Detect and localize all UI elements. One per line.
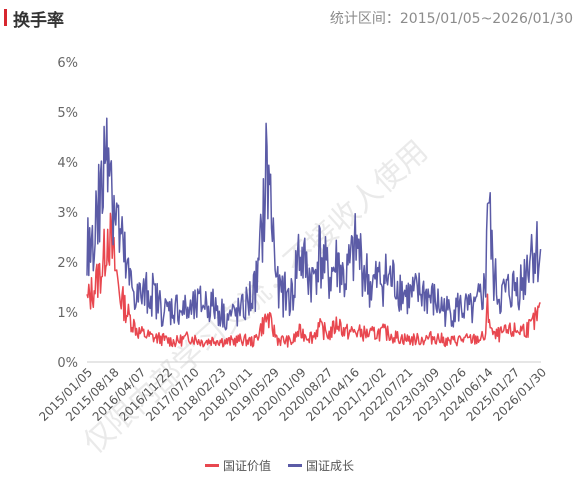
legend-swatch [288, 464, 302, 467]
title-accent-bar [4, 9, 7, 26]
y-tick-label: 5% [57, 106, 78, 121]
y-tick-label: 1% [57, 306, 78, 321]
y-tick-label: 3% [57, 206, 78, 221]
date-range: 统计区间：2015/01/05~2026/01/30 [330, 8, 573, 28]
y-tick-label: 6% [57, 56, 78, 71]
legend-label: 国证价值 [223, 458, 271, 473]
legend-label: 国证成长 [306, 459, 354, 473]
y-tick-label: 0% [57, 356, 78, 371]
series-group [86, 212, 541, 348]
y-tick-label: 2% [57, 256, 78, 271]
legend-swatch [205, 464, 219, 467]
y-tick-label: 4% [57, 156, 78, 171]
chart-header: 换手率 统计区间：2015/01/05~2026/01/30 [0, 0, 579, 34]
chart-title: 换手率 [13, 11, 64, 31]
series-layer [86, 117, 542, 348]
date-range-value: 2015/01/05~2026/01/30 [399, 11, 573, 27]
legend: 国证价值 国证成长 [205, 458, 354, 473]
series-line [86, 212, 541, 348]
date-range-label: 统计区间： [329, 11, 400, 27]
series-line [86, 117, 542, 331]
y-axis: 0% 1% 2% 3% 4% 5% 6% [57, 56, 78, 371]
series-group [86, 117, 542, 331]
